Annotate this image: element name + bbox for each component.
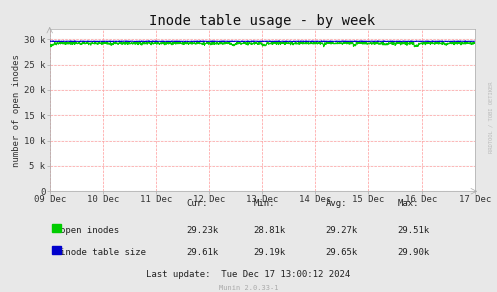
Text: 29.65k: 29.65k (326, 248, 358, 257)
Text: inode table size: inode table size (60, 248, 146, 257)
Text: RRDTOOL / TOBI OETIKER: RRDTOOL / TOBI OETIKER (489, 81, 494, 152)
Text: Avg:: Avg: (326, 199, 347, 208)
Text: open inodes: open inodes (60, 226, 119, 235)
Text: 29.51k: 29.51k (398, 226, 430, 235)
Y-axis label: number of open inodes: number of open inodes (12, 54, 21, 167)
Text: 29.27k: 29.27k (326, 226, 358, 235)
Title: Inode table usage - by week: Inode table usage - by week (149, 14, 375, 28)
Text: Cur:: Cur: (186, 199, 208, 208)
Text: Max:: Max: (398, 199, 419, 208)
Text: Min:: Min: (253, 199, 275, 208)
Text: 29.23k: 29.23k (186, 226, 219, 235)
Text: Munin 2.0.33-1: Munin 2.0.33-1 (219, 286, 278, 291)
Text: 28.81k: 28.81k (253, 226, 286, 235)
Text: 29.61k: 29.61k (186, 248, 219, 257)
Text: 29.19k: 29.19k (253, 248, 286, 257)
Text: Last update:  Tue Dec 17 13:00:12 2024: Last update: Tue Dec 17 13:00:12 2024 (147, 270, 350, 279)
Text: 29.90k: 29.90k (398, 248, 430, 257)
